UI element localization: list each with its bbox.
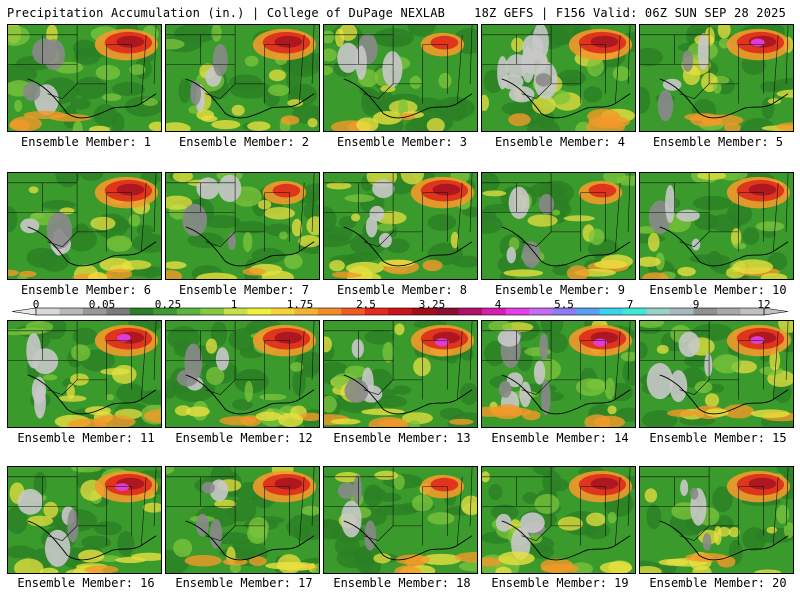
colorbar-swatch [82,308,107,315]
colorbar-swatch [153,308,178,315]
ensemble-member-map [639,320,794,428]
ensemble-member-map [481,172,636,280]
ensemble-member-map [323,172,478,280]
ensemble-member-caption: Ensemble Member: 13 [333,431,471,445]
ensemble-member-caption: Ensemble Member: 5 [652,135,784,149]
colorbar-tick-label: 0.25 [154,298,182,311]
colorbar-swatch [458,308,483,315]
colorbar-tick-label: 7 [626,298,634,311]
colorbar-swatch [529,308,554,315]
colorbar-swatch [505,308,530,315]
colorbar-swatch [294,308,319,315]
ensemble-member-caption: Ensemble Member: 4 [494,135,626,149]
colorbar-swatch [364,308,389,315]
ensemble-member-caption: Ensemble Member: 11 [17,431,155,445]
ensemble-member-caption: Ensemble Member: 9 [494,283,626,297]
colorbar-tick-label: 4 [494,298,502,311]
ensemble-member-map [165,466,320,574]
ensemble-member-caption: Ensemble Member: 14 [491,431,629,445]
ensemble-member-caption: Ensemble Member: 7 [178,283,310,297]
ensemble-member-map [7,320,162,428]
ensemble-member-caption: Ensemble Member: 15 [649,431,787,445]
colorbar-swatch [599,308,624,315]
colorbar-swatch [623,308,648,315]
colorbar-tick-label: 5.5 [554,298,574,311]
ensemble-member-map [481,466,636,574]
colorbar-swatch [270,308,295,315]
colorbar-swatch [317,308,342,315]
colorbar-swatch [388,308,413,315]
ensemble-member-caption: Ensemble Member: 6 [20,283,152,297]
ensemble-member-map [323,24,478,132]
ensemble-member-map [7,466,162,574]
colorbar-swatch [576,308,601,315]
ensemble-member-map [639,24,794,132]
ensemble-member-map [7,24,162,132]
ensemble-member-caption: Ensemble Member: 17 [175,576,313,590]
ensemble-member-caption: Ensemble Member: 20 [649,576,787,590]
ensemble-member-map [323,320,478,428]
ensemble-member-caption: Ensemble Member: 8 [336,283,468,297]
ensemble-member-map [639,466,794,574]
ensemble-member-map [7,172,162,280]
ensemble-member-map [481,320,636,428]
colorbar-swatch [200,308,225,315]
colorbar-swatch [129,308,154,315]
ensemble-member-caption: Ensemble Member: 16 [17,576,155,590]
ensemble-member-caption: Ensemble Member: 12 [175,431,313,445]
colorbar-swatch [740,308,765,315]
colorbar-tick-label: 3.25 [418,298,446,311]
colorbar-tick-label: 12 [757,298,771,311]
colorbar-swatch [247,308,272,315]
colorbar-tick-label: 0.05 [88,298,116,311]
ensemble-member-map [165,320,320,428]
colorbar-swatch [223,308,248,315]
colorbar-swatch [646,308,671,315]
ensemble-member-caption: Ensemble Member: 2 [178,135,310,149]
colorbar-outline [35,307,765,316]
colorbar-swatch [341,308,366,315]
colorbar-tick-label: 2.5 [356,298,376,311]
colorbar-swatch [59,308,84,315]
ensemble-member-caption: Ensemble Member: 18 [333,576,471,590]
ensemble-member-caption: Ensemble Member: 3 [336,135,468,149]
colorbar-tick-label: 9 [692,298,700,311]
colorbar-tick-label: 0 [32,298,40,311]
colorbar-swatch [693,308,718,315]
colorbar-swatch [552,308,577,315]
colorbar-swatch [717,308,742,315]
model-run-info: 18Z GEFS | F156 Valid: 06Z SUN SEP 28 20… [474,6,786,20]
ensemble-member-caption: Ensemble Member: 10 [649,283,787,297]
ensemble-member-map [165,24,320,132]
colorbar-swatch [482,308,507,315]
colorbar-swatch [670,308,695,315]
ensemble-member-map [481,24,636,132]
precip-colorbar [11,307,789,316]
colorbar-swatch [106,308,131,315]
colorbar-tick-label: 1.75 [286,298,314,311]
colorbar-swatch [411,308,436,315]
ensemble-member-map [165,172,320,280]
ensemble-member-map [323,466,478,574]
colorbar-swatch [176,308,201,315]
map-title: Precipitation Accumulation (in.) | Colle… [7,6,446,20]
colorbar-tick-label: 1 [230,298,238,311]
colorbar-swatch [435,308,460,315]
ensemble-member-caption: Ensemble Member: 1 [20,135,152,149]
ensemble-member-map [639,172,794,280]
colorbar-swatch [36,308,60,315]
ensemble-member-caption: Ensemble Member: 19 [491,576,629,590]
